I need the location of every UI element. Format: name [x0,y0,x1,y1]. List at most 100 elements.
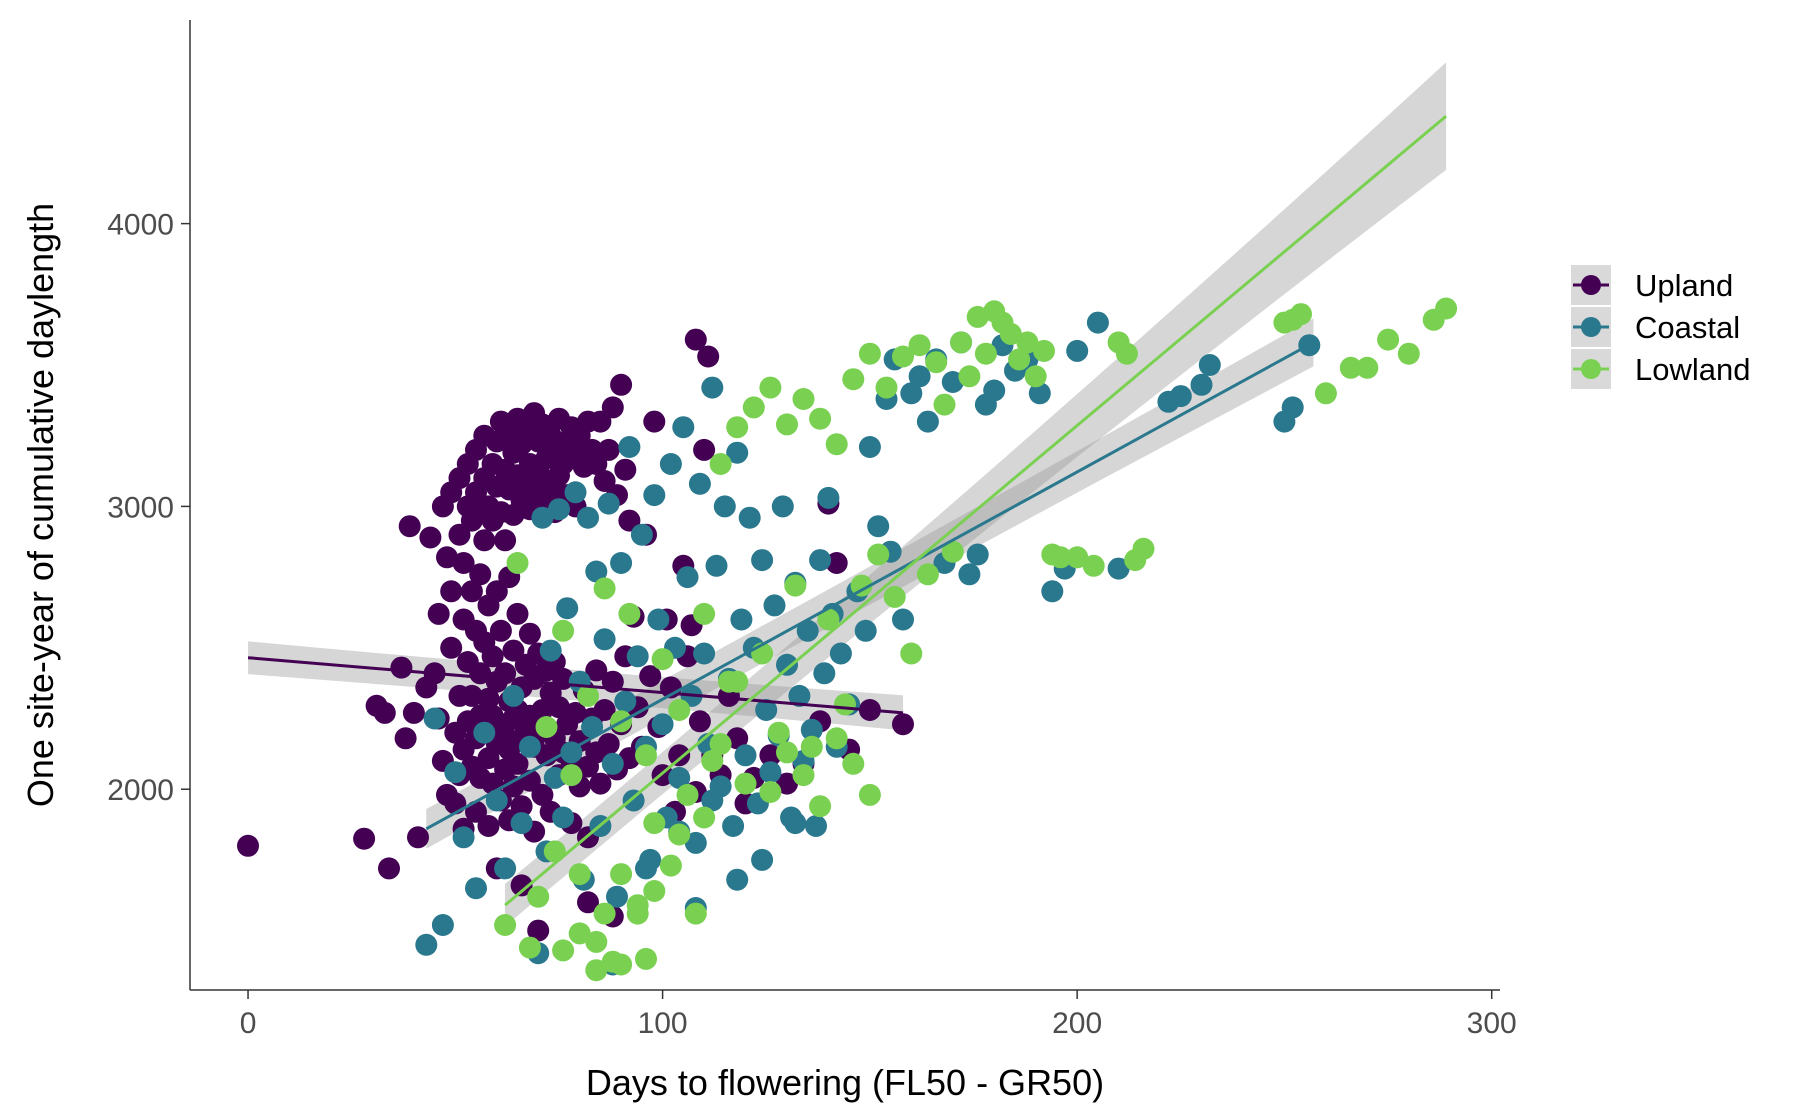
point-coastal-96 [908,365,931,388]
x-tick-label-200: 200 [1052,1007,1102,1040]
point-lowland-93 [668,823,691,846]
point-upland-174 [610,373,633,396]
point-lowland-60 [999,322,1022,345]
point-coastal-72 [776,653,798,676]
point-upland-96 [510,433,533,456]
point-lowland-29 [742,396,765,419]
point-coastal-31 [606,885,628,908]
point-coastal-125 [751,848,774,871]
point-upland-44 [465,800,487,823]
point-lowland-66 [1049,546,1072,569]
point-upland-211 [825,552,848,574]
point-coastal-90 [867,515,890,538]
point-lowland-17 [643,812,666,835]
y-tick-label-2000: 2000 [107,774,174,807]
point-upland-38 [460,684,483,707]
point-coastal-77 [796,619,819,642]
point-lowland-87 [825,727,848,750]
point-upland-76 [494,529,517,552]
point-upland-206 [759,744,782,767]
x-tick-label-300: 300 [1467,1007,1517,1040]
point-lowland-4 [535,716,558,738]
point-lowland-37 [809,407,832,430]
point-lowland-5 [543,840,566,863]
point-coastal-109 [1028,382,1051,405]
point-lowland-90 [726,670,749,693]
point-lowland-91 [709,733,732,755]
point-coastal-35 [622,789,645,812]
legend-key-point [1581,359,1601,379]
point-lowland-0 [494,914,517,936]
point-coastal-8 [494,857,517,880]
point-upland-184 [639,665,662,688]
point-coastal-28 [593,628,616,651]
point-lowland-101 [610,953,633,976]
point-lowland-10 [585,930,608,953]
point-lowland-44 [867,543,890,566]
point-coastal-82 [817,486,840,509]
x-tick-label-0: 0 [240,1007,257,1040]
point-lowland-78 [1356,356,1379,379]
point-lowland-72 [1132,537,1155,560]
point-coastal-116 [1169,385,1192,408]
point-upland-203 [726,727,749,750]
point-coastal-5 [465,877,487,900]
point-lowland-68 [1082,554,1105,577]
fit-line-lowland [504,115,1448,907]
point-upland-162 [585,659,608,682]
point-lowland-7 [560,764,583,787]
confidence-bands [248,62,1447,927]
point-lowland-6 [552,619,575,642]
point-lowland-28 [734,772,757,795]
point-coastal-60 [726,441,749,464]
point-coastal-66 [751,549,774,572]
point-coastal-4 [452,826,475,849]
point-lowland-24 [701,749,724,772]
legend-key-point [1581,317,1601,337]
point-lowland-22 [684,902,707,925]
point-upland-197 [688,710,711,733]
point-lowland-77 [1339,356,1362,379]
point-coastal-30 [601,752,624,775]
point-coastal-41 [647,608,670,631]
point-lowland-55 [958,365,981,388]
point-upland-165 [589,772,612,795]
point-upland-1 [353,827,376,850]
point-coastal-103 [966,543,989,566]
point-coastal-80 [809,549,832,572]
legend: Upland Coastal Lowland [1571,265,1750,389]
point-upland-198 [693,438,716,461]
point-upland-167 [593,699,616,721]
point-coastal-51 [688,472,711,495]
point-upland-37 [460,580,483,603]
point-lowland-21 [676,783,699,806]
point-lowland-76 [1314,382,1337,405]
point-upland-95 [506,752,529,775]
point-upland-17 [436,546,458,569]
point-upland-166 [593,470,616,492]
point-upland-217 [510,874,533,897]
point-upland-199 [697,345,720,368]
point-lowland-48 [900,642,923,665]
point-upland-100 [510,795,533,818]
point-coastal-37 [630,523,653,546]
point-lowland-88 [842,752,865,775]
point-upland-170 [601,396,624,419]
point-upland-168 [597,438,620,461]
point-upland-57 [477,687,500,710]
point-lowland-20 [668,699,691,721]
point-lowland-98 [568,922,591,945]
point-lowland-70 [1115,342,1138,365]
point-coastal-127 [635,857,657,880]
point-lowland-1 [506,552,529,574]
point-coastal-55 [705,554,728,577]
point-coastal-114 [1107,557,1130,580]
point-upland-21 [440,636,463,659]
point-lowland-14 [618,602,641,625]
point-lowland-94 [643,880,666,902]
point-coastal-24 [577,506,599,529]
point-lowland-19 [659,854,682,877]
point-lowland-18 [651,648,674,671]
point-lowland-36 [800,735,823,758]
point-lowland-85 [792,764,815,787]
